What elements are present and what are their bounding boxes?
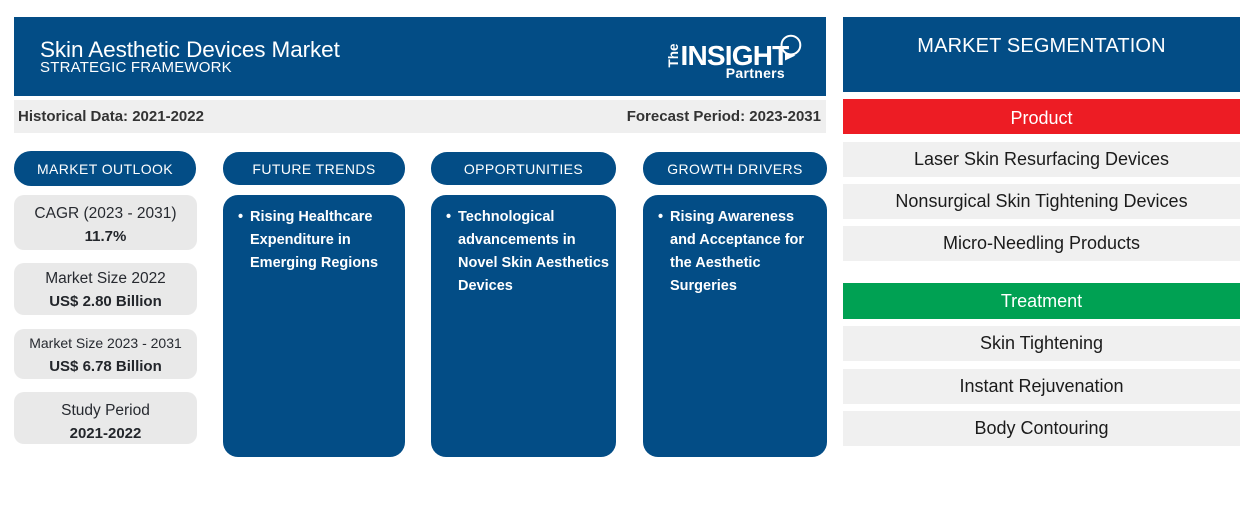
svg-text:The: The <box>666 43 681 67</box>
svg-text:INSIGHT: INSIGHT <box>681 40 790 71</box>
svg-text:Partners: Partners <box>726 65 785 81</box>
